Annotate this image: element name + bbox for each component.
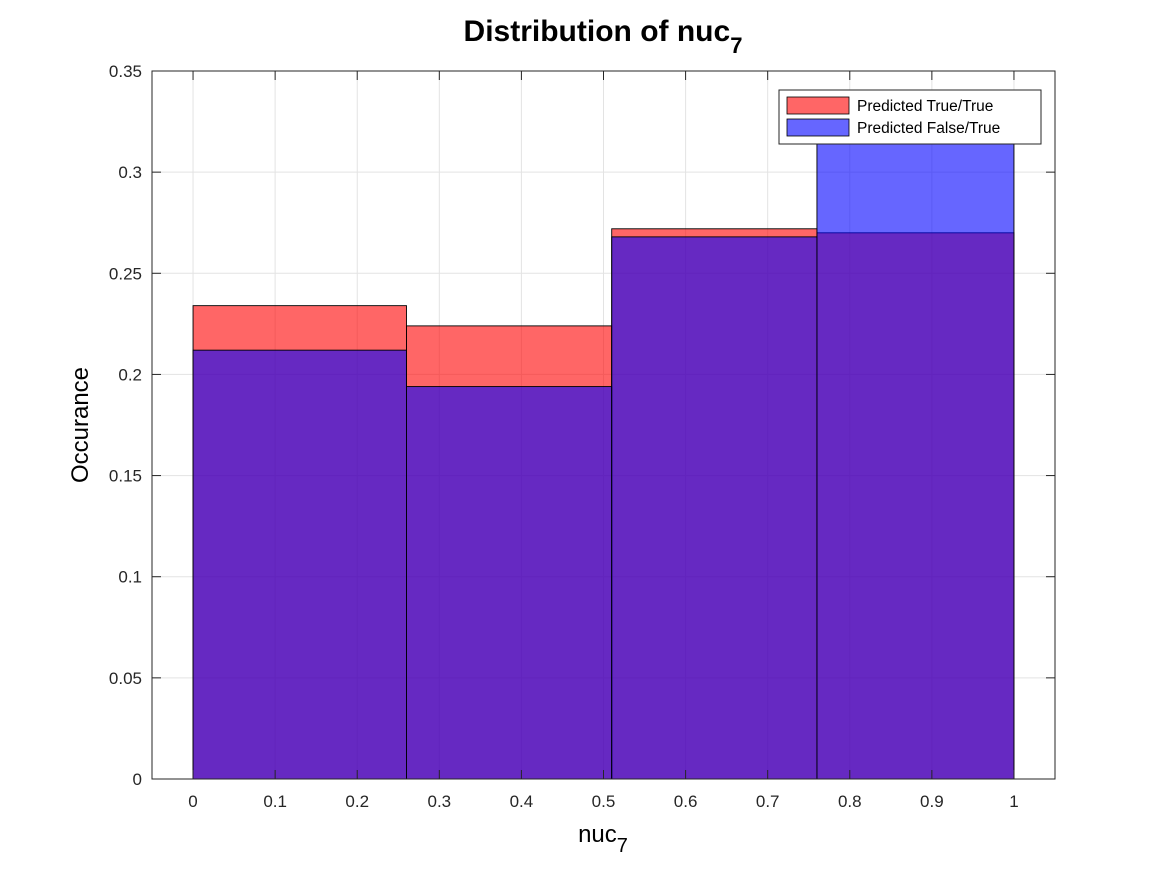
y-tick-label: 0.35 xyxy=(109,62,142,81)
x-tick-label: 0.3 xyxy=(427,792,451,811)
x-tick-label: 0.7 xyxy=(756,792,780,811)
legend: Predicted True/True Predicted False/True xyxy=(778,89,1042,145)
legend-swatch-predicted-true-true xyxy=(786,96,850,115)
x-tick-label: 0.2 xyxy=(345,792,369,811)
bar-predicted-false-true-bin-1 xyxy=(192,349,407,780)
y-tick-label: 0.15 xyxy=(109,467,142,486)
x-tick-label: 0.6 xyxy=(674,792,698,811)
legend-label-predicted-true-true: Predicted True/True xyxy=(857,98,993,115)
x-tick-label: 0 xyxy=(188,792,197,811)
legend-swatch-predicted-false-true xyxy=(786,118,850,137)
x-tick-label: 0.1 xyxy=(263,792,287,811)
bar-predicted-false-true-bin-3 xyxy=(611,236,818,780)
y-tick-label: 0 xyxy=(133,770,142,789)
x-axis-title-base: nuc xyxy=(578,821,617,848)
histogram-bars xyxy=(192,121,1015,780)
y-tick-label: 0.05 xyxy=(109,669,142,688)
y-tick-label: 0.3 xyxy=(118,163,142,182)
y-tick-label: 0.2 xyxy=(118,365,142,384)
chart-title: Distribution of nuc7 xyxy=(464,15,743,58)
chart-title-base: Distribution of nuc xyxy=(464,15,731,48)
y-tick-label: 0.25 xyxy=(109,264,142,283)
chart-title-subscript: 7 xyxy=(730,33,742,58)
x-tick-label: 0.8 xyxy=(838,792,862,811)
x-tick-label: 1 xyxy=(1009,792,1018,811)
axis-ticks: 0 0.1 0.2 0.3 0.4 0.5 0.6 0.7 0.8 0.9 1 0 0.05 0.1 0.1… xyxy=(109,62,1055,811)
y-tick-label: 0.1 xyxy=(118,568,142,587)
x-axis-title-subscript: 7 xyxy=(617,835,628,857)
bar-predicted-false-true-bin-4 xyxy=(816,121,1015,780)
y-axis-title: Occurance xyxy=(67,367,94,483)
x-axis-title: nuc7 xyxy=(578,821,628,857)
bar-predicted-false-true-bin-2 xyxy=(406,386,613,780)
x-tick-label: 0.5 xyxy=(592,792,616,811)
legend-label-predicted-false-true: Predicted False/True xyxy=(857,120,1000,137)
x-tick-label: 0.4 xyxy=(510,792,534,811)
x-tick-label: 0.9 xyxy=(920,792,944,811)
